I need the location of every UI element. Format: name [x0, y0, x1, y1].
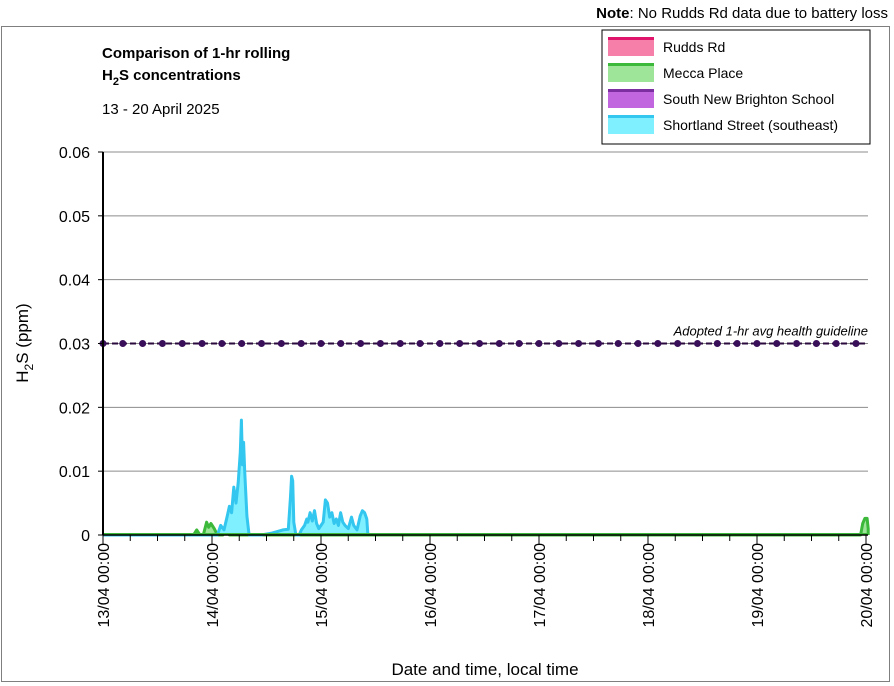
- legend-swatch-1: [608, 63, 654, 82]
- legend-swatch-3: [608, 115, 654, 134]
- chart-frame: [1, 26, 890, 682]
- note-text: : No Rudds Rd data due to battery loss: [629, 5, 888, 22]
- x-tick-label-2: 15/04 00:00: [314, 543, 331, 628]
- legend-swatch-2: [608, 89, 654, 108]
- y-tick-label-4: 0.04: [59, 273, 90, 290]
- x-tick-label-3: 16/04 00:00: [423, 543, 440, 628]
- chart-subtitle: 13 - 20 April 2025: [102, 101, 220, 118]
- x-tick-label-6: 19/04 00:00: [750, 543, 767, 628]
- legend-label-2: South New Brighton School: [663, 91, 834, 107]
- legend-label-3: Shortland Street (southeast): [663, 117, 838, 133]
- health-guideline: Adopted 1-hr avg health guideline: [99, 324, 868, 347]
- guideline-marker-18: [456, 340, 464, 347]
- guideline-marker-32: [733, 340, 741, 347]
- guideline-marker-33: [753, 340, 761, 347]
- series-area-3: [103, 420, 368, 535]
- guideline-marker-38: [852, 340, 860, 347]
- guideline-label: Adopted 1-hr avg health guideline: [673, 324, 868, 339]
- guideline-marker-15: [396, 340, 404, 347]
- battery-note: Note: No Rudds Rd data due to battery lo…: [596, 5, 888, 22]
- guideline-marker-35: [793, 340, 801, 347]
- x-tick-label-0: 13/04 00:00: [96, 543, 113, 628]
- y-tick-label-1: 0.01: [59, 464, 90, 481]
- guideline-marker-30: [693, 340, 701, 347]
- legend-label-0: Rudds Rd: [663, 39, 725, 55]
- axes: [98, 151, 868, 544]
- guideline-marker-34: [773, 340, 781, 347]
- guideline-marker-26: [614, 340, 622, 347]
- guideline-marker-29: [674, 340, 682, 347]
- chart-title-line-1: Comparison of 1-hr rolling: [102, 45, 290, 62]
- legend: Rudds Rd Mecca Place South New Brighton Sc…: [601, 29, 871, 145]
- guideline-marker-4: [178, 340, 186, 347]
- y-axis-title: H2S (ppm): [13, 303, 36, 382]
- guideline-marker-16: [416, 340, 424, 347]
- guideline-marker-19: [476, 340, 484, 347]
- guideline-marker-24: [575, 340, 583, 347]
- y-tick-label-5: 0.05: [59, 209, 90, 226]
- guideline-marker-22: [535, 340, 543, 347]
- guideline-marker-6: [218, 340, 226, 347]
- x-tick-label-4: 17/04 00:00: [532, 543, 549, 628]
- guideline-marker-7: [238, 340, 246, 347]
- guideline-marker-25: [594, 340, 602, 347]
- x-axis-title: Date and time, local time: [391, 660, 578, 679]
- guideline-marker-28: [654, 340, 662, 347]
- note-label: Note: [596, 5, 630, 22]
- tick-labels: 0 0.01 0.02 0.03 0.04 0.05 0.06 13/04 00:00 14/0…: [59, 145, 876, 628]
- guideline-marker-27: [634, 340, 642, 347]
- guideline-marker-36: [812, 340, 820, 347]
- guideline-marker-17: [436, 340, 444, 347]
- data-series: [103, 418, 870, 537]
- guideline-marker-9: [277, 340, 285, 347]
- guideline-marker-8: [258, 340, 266, 347]
- y-tick-label-2: 0.02: [59, 400, 90, 417]
- y-tick-label-6: 0.06: [59, 145, 90, 162]
- guideline-marker-10: [297, 340, 305, 347]
- chart-title-line-2: H2S concentrations: [102, 67, 241, 88]
- guideline-marker-2: [139, 340, 147, 347]
- guideline-marker-31: [713, 340, 721, 347]
- guideline-marker-1: [119, 340, 127, 347]
- guideline-marker-20: [495, 340, 503, 347]
- legend-swatch-0: [608, 37, 654, 56]
- guideline-marker-13: [357, 340, 365, 347]
- guideline-marker-21: [515, 340, 523, 347]
- guideline-marker-12: [337, 340, 345, 347]
- x-tick-label-5: 18/04 00:00: [641, 543, 658, 628]
- y-tick-label-3: 0.03: [59, 337, 90, 354]
- x-tick-label-1: 14/04 00:00: [205, 543, 222, 628]
- y-tick-label-0: 0: [81, 528, 90, 545]
- guideline-marker-23: [555, 340, 563, 347]
- guideline-marker-5: [198, 340, 206, 347]
- guideline-marker-3: [158, 340, 166, 347]
- legend-label-1: Mecca Place: [663, 65, 743, 81]
- guideline-marker-14: [376, 340, 384, 347]
- gridlines: [103, 151, 868, 472]
- x-tick-label-7: 20/04 00:00: [859, 543, 876, 628]
- guideline-marker-37: [832, 340, 840, 347]
- series-line-3: [103, 418, 370, 537]
- guideline-marker-11: [317, 340, 325, 347]
